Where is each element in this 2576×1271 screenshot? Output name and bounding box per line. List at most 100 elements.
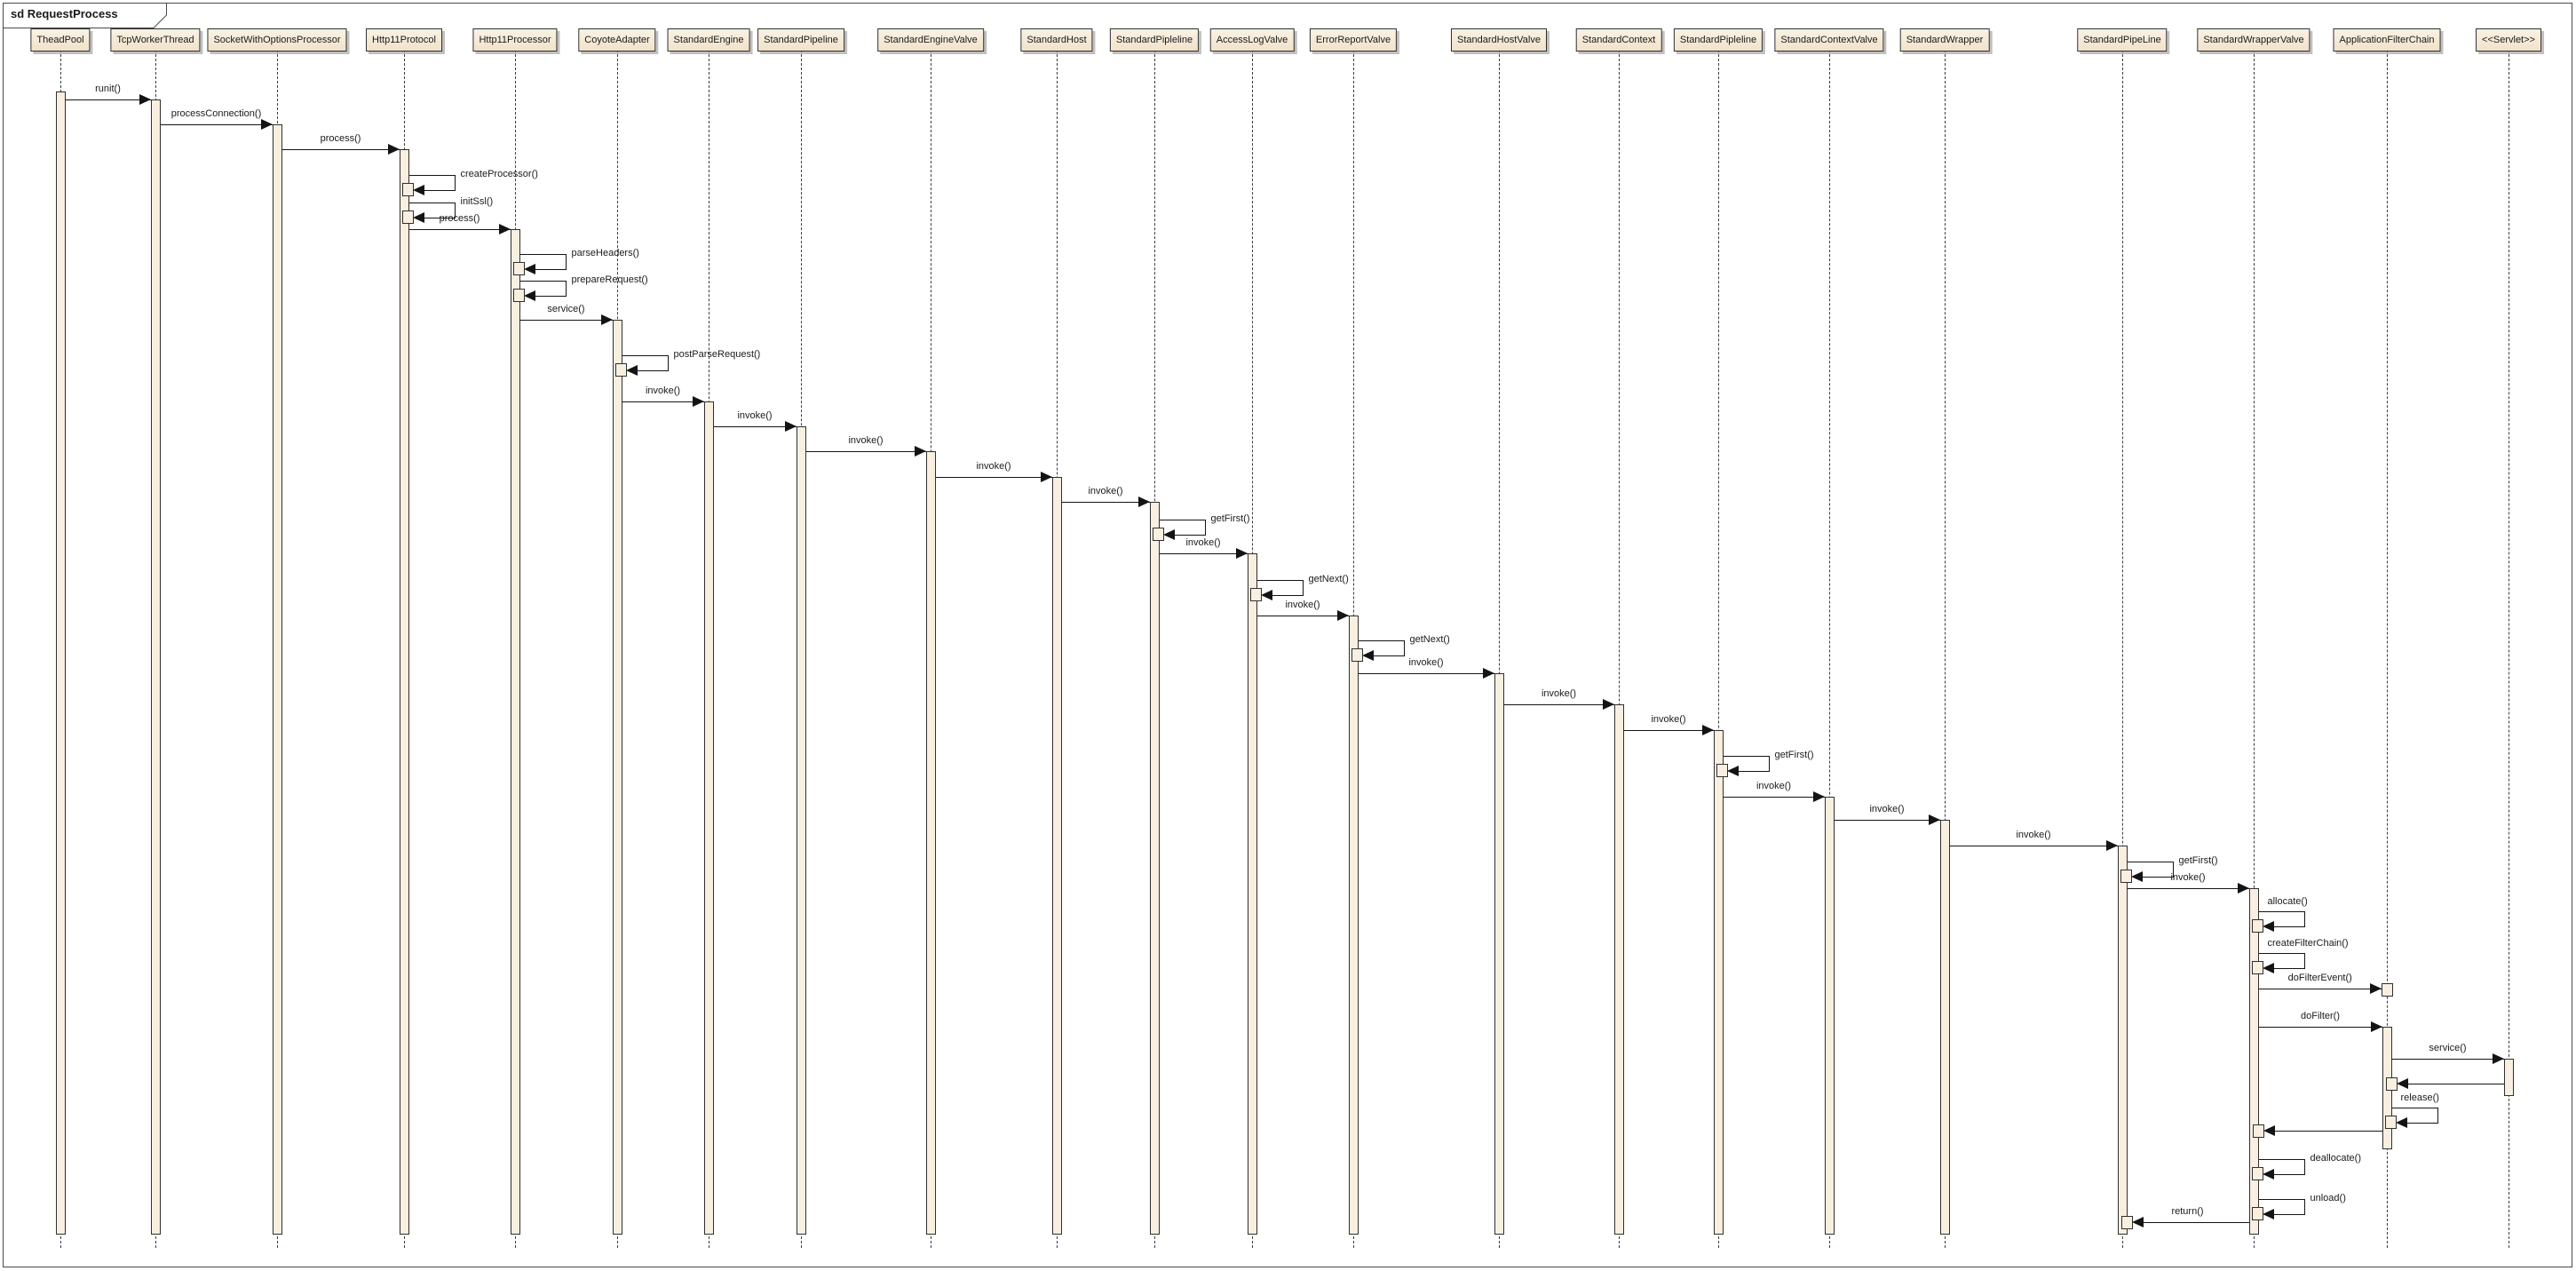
message-label-process: process() [320, 133, 361, 144]
message-label-dofilterevent: doFilterEvent() [2287, 973, 2352, 983]
message-arrowhead [1361, 649, 1374, 661]
message-arrowhead [600, 314, 613, 325]
lifeline-header-tcpworkerthread: TcpWorkerThread [110, 28, 201, 52]
lifeline-header-errorreportvalve: ErrorReportValve [1309, 28, 1398, 52]
activation-bar-standardhost [1051, 477, 1062, 1235]
message-receive-box [1152, 528, 1164, 541]
activation-bar-accesslogvalve [1247, 553, 1257, 1235]
self-message-loop [423, 189, 456, 191]
message-label-invoke: invoke() [645, 385, 681, 396]
message-label-getfirst: getFirst() [1210, 513, 1250, 524]
message-label-getfirst: getFirst() [2178, 855, 2218, 866]
activation-bar-errorreportvalve [1348, 616, 1359, 1235]
activation-bar-standardengine [703, 401, 714, 1235]
lifeline-header-standardenginevalve: StandardEngineValve [877, 28, 984, 52]
lifeline-header-standardpipeline: StandardPipeline [757, 28, 844, 52]
message-arrowhead [2237, 883, 2249, 894]
message-line-return [2273, 1130, 2382, 1132]
message-label-getnext: getNext() [1308, 574, 1349, 584]
self-message-loop [2272, 967, 2305, 969]
message-arrowhead [692, 396, 704, 407]
activation-bar-standardwrapper [1939, 820, 1950, 1235]
message-label-postparserequest: postParseRequest() [673, 349, 761, 360]
message-line-service [519, 319, 613, 321]
self-message-loop [1205, 520, 1206, 535]
lifeline-header-standardhost: StandardHost [1020, 28, 1093, 52]
message-receive-box [2251, 1167, 2263, 1180]
message-line-invoke [1061, 501, 1150, 503]
lifeline-applicationfilterchain [2386, 50, 2388, 1248]
message-label-invoke: invoke() [1285, 600, 1320, 610]
message-label-getnext: getNext() [1409, 634, 1450, 645]
lifeline-header-standardcontext: StandardContext [1575, 28, 1662, 52]
message-label-service: service() [547, 304, 585, 314]
activation-bar-standardcontext [1613, 704, 1624, 1235]
message-line-invoke [935, 476, 1052, 478]
message-label-unload: unload() [2310, 1193, 2346, 1203]
self-message-loop [2272, 1213, 2305, 1215]
message-arrowhead [412, 184, 424, 195]
message-label-invoke: invoke() [1408, 657, 1444, 668]
message-label-invoke: invoke() [1869, 804, 1905, 814]
message-arrowhead [1482, 668, 1494, 679]
message-label-process: process() [439, 213, 480, 224]
self-message-loop [2258, 910, 2305, 912]
frame-label: sd RequestProcess [11, 7, 118, 20]
message-arrowhead [260, 119, 273, 130]
self-message-loop [2272, 1173, 2305, 1175]
message-label-getfirst: getFirst() [1774, 750, 1814, 760]
self-message-loop [2304, 1199, 2305, 1214]
message-label-invoke: invoke() [1541, 688, 1577, 699]
message-arrowhead [1726, 765, 1739, 776]
message-label-return: return() [2171, 1206, 2204, 1217]
self-message-loop [1737, 770, 1770, 772]
message-receive-box [401, 183, 414, 196]
message-receive-box [2251, 1207, 2263, 1220]
self-message-loop [2258, 1158, 2305, 1160]
lifeline-header-standardpipeline: StandardPipeLine [2077, 28, 2168, 52]
message-label-allocate: allocate() [2267, 896, 2308, 907]
lifeline-standardpipleline [1717, 50, 1719, 1248]
self-message-loop [2272, 925, 2305, 927]
self-message-loop [534, 268, 567, 270]
lifeline-header-socketwithoptionsprocessor: SocketWithOptionsProcessor [207, 28, 347, 52]
message-receive-box [1716, 764, 1728, 777]
frame-label-pentagon [3, 3, 167, 28]
message-label-processconnection: processConnection() [170, 108, 262, 119]
message-line-invoke [2127, 887, 2249, 889]
lifeline-standardcontextvalve [1828, 50, 1830, 1248]
message-line-return [2142, 1221, 2249, 1223]
message-line-invoke [622, 401, 704, 402]
message-arrowhead [498, 224, 511, 234]
message-label-initssl: initSsl() [460, 196, 494, 207]
message-receive-box [2251, 961, 2263, 974]
message-label-invoke: invoke() [1651, 714, 1686, 725]
self-message-loop [2258, 1198, 2305, 1200]
lifeline-header-accesslogvalve: AccessLogValve [1209, 28, 1295, 52]
message-label-dofilter: doFilter() [2300, 1011, 2341, 1021]
diagram-frame [3, 3, 2572, 1267]
message-line-service [2391, 1058, 2504, 1060]
activation-bar-standardpipleline [1149, 502, 1160, 1235]
lifeline-header-servlet: <<Servlet>> [2476, 28, 2541, 52]
message-arrowhead [2262, 920, 2274, 932]
lifeline-header-applicationfilterchain: ApplicationFilterChain [2333, 28, 2441, 52]
self-message-loop [519, 280, 567, 282]
self-message-loop [534, 295, 567, 297]
message-arrowhead [2131, 1217, 2144, 1227]
self-message-loop [1404, 640, 1405, 655]
activation-bar-http11protocol [399, 149, 409, 1235]
message-arrowhead [2262, 1208, 2274, 1219]
message-line-invoke [1358, 672, 1494, 674]
message-line-invoke [805, 450, 926, 452]
message-label-invoke: invoke() [848, 435, 884, 446]
lifeline-header-theadpool: TheadPool [30, 28, 91, 52]
lifeline-header-standardpipleline: StandardPipleline [1673, 28, 1764, 52]
self-message-loop [2141, 876, 2174, 878]
message-label-invoke: invoke() [2170, 872, 2206, 883]
message-label-preparerequest: prepareRequest() [571, 274, 648, 285]
self-message-loop [1256, 579, 1304, 581]
message-arrowhead [2262, 1168, 2274, 1180]
self-message-loop [2437, 1108, 2438, 1123]
message-arrowhead [1040, 472, 1052, 482]
